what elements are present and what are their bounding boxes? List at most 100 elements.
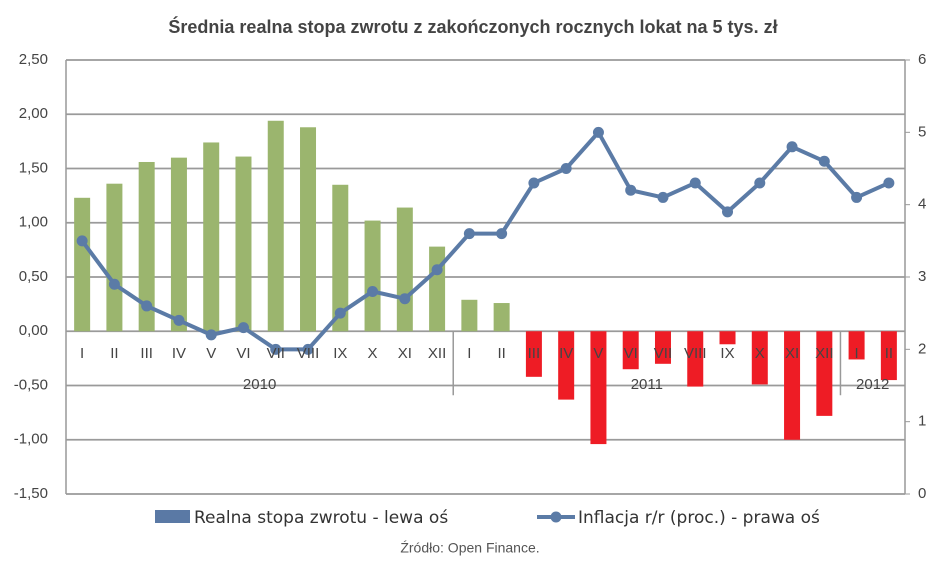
line-marker [302,343,314,355]
x-tick-label: VIII [297,345,320,362]
year-label: 2012 [856,376,889,393]
chart-title: Średnia realna stopa zwrotu z zakończony… [168,16,777,37]
line-marker [818,155,830,167]
y2-tick-label: 5 [918,123,926,140]
line-marker [399,293,411,305]
line-marker [560,163,572,174]
bar [590,331,607,445]
bar [106,183,123,332]
line-marker [173,314,185,326]
bar [138,161,155,332]
x-tick-label: I [855,345,859,362]
y2-tick-label: 1 [918,413,926,430]
bar [719,331,736,345]
bar [429,246,446,332]
x-tick-label: IV [172,345,186,362]
line-marker [689,177,701,189]
x-tick-label: XII [428,345,446,362]
y-tick-label: 1,00 [19,214,48,231]
bar [493,303,510,332]
y-tick-label: 1,50 [19,159,48,176]
line-marker [592,126,604,138]
line [80,130,890,352]
x-tick-label: X [368,345,378,362]
line-marker [334,307,346,319]
y-tick-label: -1,50 [14,485,48,502]
bar [300,127,317,332]
x-tick-label: VI [624,345,638,362]
bar [622,331,639,370]
line-marker [431,264,443,276]
bar [687,331,704,387]
bar [558,331,575,400]
bar [751,331,768,385]
legend-label: Inflacja r/r (proc.) - prawa oś [578,508,820,528]
x-tick-label: VII [654,345,672,362]
bar [784,331,801,440]
source: Źródło: Open Finance. [400,540,539,556]
y-tick-label: 2,00 [19,105,48,122]
y2-tick-label: 4 [918,196,926,213]
y-tick-label: -0,50 [14,376,48,393]
line-marker [528,177,540,189]
bar [654,331,671,364]
line-marker [141,300,153,312]
y-tick-label: -1,00 [14,431,48,448]
x-tick-label: XI [785,345,799,362]
x-tick-label: V [593,345,603,362]
line-marker [722,206,734,218]
x-tick-label: V [206,345,216,362]
x-tick-label: IX [720,345,734,362]
year-label: 2011 [631,376,663,393]
line-marker [367,285,379,297]
y-tick-label: 0,00 [19,322,48,339]
bar [267,120,284,332]
line-marker [496,228,508,240]
y-tick-label: 2,50 [19,51,48,68]
bar [880,331,897,381]
y-tick-label: 0,50 [19,268,48,285]
x-tick-label: I [467,345,471,362]
x-tick-label: I [80,345,84,362]
line-marker [76,235,88,247]
line-marker [237,322,249,334]
x-tick-label: VII [267,345,285,362]
y2-tick-label: 2 [918,340,926,357]
legend-marker [550,511,562,523]
x-tick-label: VIII [684,345,707,362]
bar [203,142,220,332]
bar [235,156,252,332]
bar [364,220,381,332]
line-marker [754,177,766,189]
legend-label: Realna stopa zwrotu - lewa oś [194,508,448,528]
x-tick-label: IX [333,345,347,362]
line-marker [851,191,863,203]
x-tick-label: XI [398,345,412,362]
x-tick-label: II [497,345,505,362]
line-marker [657,191,669,203]
line-marker [625,184,637,196]
bar [74,197,91,332]
year-label: 2010 [243,376,276,393]
y2-tick-label: 3 [918,268,926,285]
line-marker [463,228,475,240]
bar [396,207,413,332]
x-tick-label: IV [559,345,573,362]
legend-swatch [155,510,190,523]
x-tick-label: II [885,345,893,362]
line-marker [270,343,282,355]
bar [525,331,542,377]
line-marker [786,141,798,153]
y2-tick-label: 6 [918,51,926,68]
line-marker [108,278,120,290]
y2-tick-label: 0 [918,485,926,502]
x-tick-label: III [528,345,541,362]
x-tick-label: VI [236,345,250,362]
line-marker [205,329,217,341]
bar [848,331,865,360]
x-tick-label: II [110,345,118,362]
bar [816,331,833,416]
bar [461,299,478,332]
x-tick-label: III [140,345,153,362]
